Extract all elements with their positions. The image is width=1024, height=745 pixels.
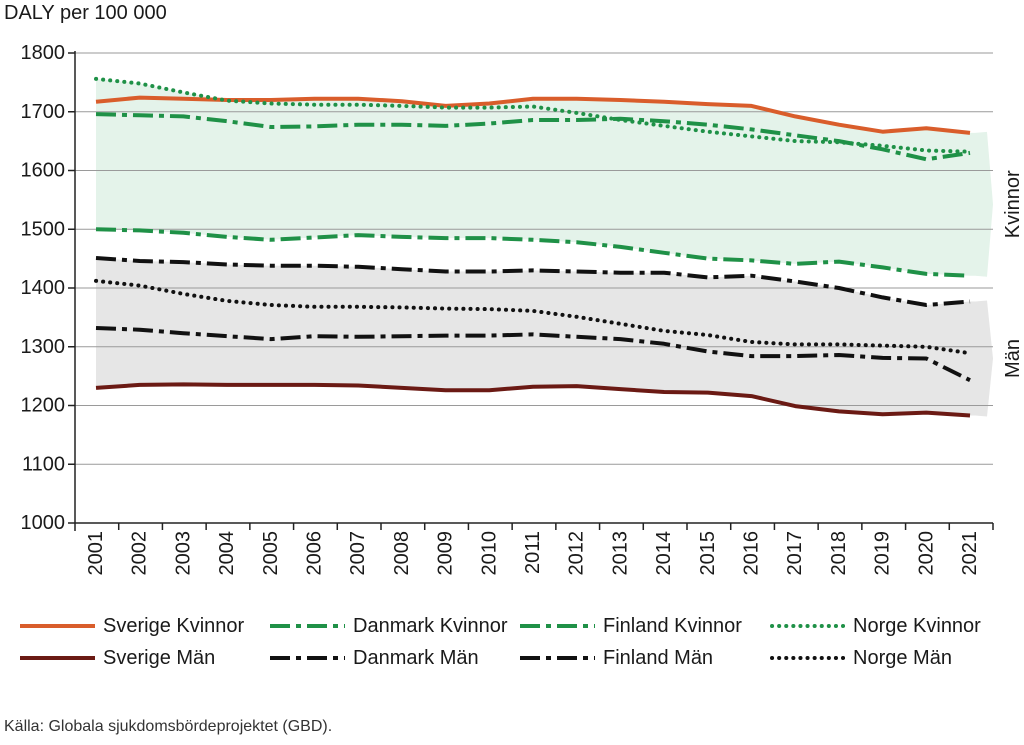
legend-swatch-finland-kvinnor	[520, 624, 595, 628]
legend-swatch-danmark-kvinnor	[270, 624, 345, 628]
series-line-norge-kvinnor	[94, 76, 972, 154]
legend-row-men: Sverige Män Danmark Män Finland Män Norg…	[20, 642, 1020, 674]
band-layer: Kvinnor Män	[96, 78, 1024, 417]
x-tick-label: 2004	[216, 531, 238, 576]
legend-swatch-danmark-man	[270, 656, 345, 660]
legend: Sverige Kvinnor Danmark Kvinnor Finland …	[20, 610, 1020, 674]
y-tick-label: 1800	[21, 42, 66, 64]
legend-label: Norge Kvinnor	[853, 614, 981, 637]
x-tick-label: 2014	[653, 531, 675, 576]
band-women	[96, 78, 993, 277]
y-tick-label: 1400	[21, 277, 66, 299]
series-line-danmark-kvinnor	[95, 112, 971, 162]
legend-item-sverige-kvinnor: Sverige Kvinnor	[20, 615, 270, 638]
x-tick-label: 2019	[872, 531, 894, 576]
legend-item-sverige-man: Sverige Män	[20, 647, 270, 670]
x-tick-label: 2001	[85, 531, 107, 576]
legend-item-finland-kvinnor: Finland Kvinnor	[520, 615, 770, 638]
y-tick-label: 1300	[21, 336, 66, 358]
x-tick-label: 2007	[347, 531, 369, 576]
x-tick-label: 2002	[129, 531, 151, 576]
y-tick-label: 1100	[22, 453, 65, 475]
series-layer	[94, 76, 972, 418]
legend-row-women: Sverige Kvinnor Danmark Kvinnor Finland …	[20, 610, 1020, 642]
series-line-finland-kvinnor	[95, 227, 971, 278]
legend-swatch-sverige-man	[20, 656, 95, 660]
series-line-sverige-man	[95, 382, 971, 418]
y-tick-label: 1700	[21, 101, 66, 123]
band-label-men: Män	[1002, 339, 1024, 378]
y-axis-title: DALY per 100 000	[4, 2, 167, 24]
x-tick-label: 2008	[391, 531, 413, 576]
x-tick-label: 2020	[915, 531, 937, 576]
x-tick-label: 2003	[172, 531, 194, 576]
source-note: Källa: Globala sjukdomsbördeprojektet (G…	[4, 718, 333, 735]
band-label-women: Kvinnor	[1002, 170, 1024, 238]
x-tick-label: 2012	[566, 531, 588, 576]
legend-label: Danmark Män	[353, 646, 479, 669]
x-tick-label: 2005	[260, 531, 282, 576]
legend-label: Finland Kvinnor	[603, 614, 742, 637]
y-tick-label: 1500	[21, 218, 66, 240]
legend-label: Norge Män	[853, 646, 952, 669]
legend-item-danmark-kvinnor: Danmark Kvinnor	[270, 615, 520, 638]
legend-swatch-finland-man	[520, 656, 595, 660]
x-tick-label: 2016	[741, 531, 763, 576]
x-tick-label: 2018	[828, 531, 850, 576]
legend-item-norge-man: Norge Män	[770, 647, 1020, 670]
legend-item-danmark-man: Danmark Män	[270, 647, 520, 670]
x-tick-label: 2015	[697, 531, 719, 576]
series-line-finland-man	[95, 256, 971, 307]
x-tick-label: 2011	[522, 531, 544, 574]
y-tick-label: 1200	[21, 395, 66, 417]
x-tick-label: 2013	[609, 531, 631, 576]
x-tick-label: 2017	[784, 531, 806, 576]
legend-item-finland-man: Finland Män	[520, 647, 770, 670]
x-tick-label: 2021	[959, 531, 981, 576]
axis-layer: 1000 1100 1200 1300 1400 1500 1600 1700 1800 2001…	[21, 42, 994, 576]
series-line-sverige-kvinnor	[95, 95, 971, 135]
legend-item-norge-kvinnor: Norge Kvinnor	[770, 615, 1020, 638]
legend-label: Finland Män	[603, 646, 714, 669]
grid-layer	[75, 52, 993, 465]
y-tick-label: 1000	[21, 512, 66, 534]
band-men	[96, 258, 993, 417]
legend-label: Danmark Kvinnor	[353, 614, 508, 637]
x-tick-label: 2010	[478, 531, 500, 576]
legend-swatch-norge-kvinnor	[770, 624, 845, 628]
legend-swatch-norge-man	[770, 656, 845, 660]
x-tick-label: 2009	[435, 531, 457, 576]
series-line-danmark-man	[95, 326, 971, 382]
legend-swatch-sverige-kvinnor	[20, 624, 95, 628]
series-line-norge-man	[94, 278, 972, 356]
x-tick-label: 2006	[304, 531, 326, 576]
y-tick-label: 1600	[21, 160, 66, 182]
legend-label: Sverige Kvinnor	[103, 614, 245, 637]
legend-label: Sverige Män	[103, 646, 216, 669]
